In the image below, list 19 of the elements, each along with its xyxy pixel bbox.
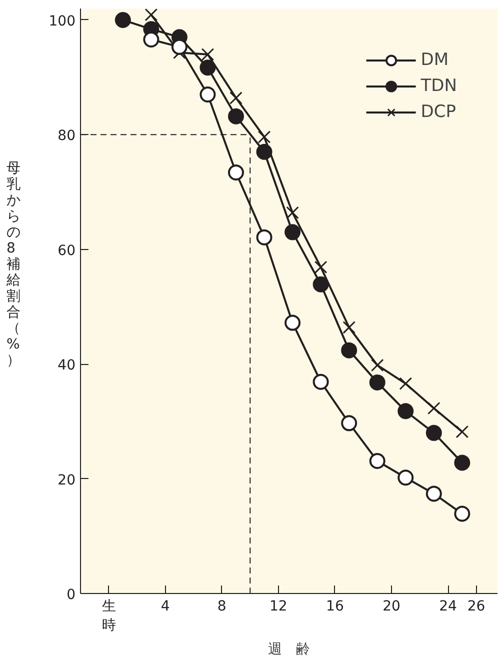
y-tick-label: 20 [58,472,76,488]
x-tick-label: 8 [217,598,226,614]
x-tick-label: 4 [160,598,170,614]
x-tick-label: 生時 [102,598,116,634]
y-tick-label: 60 [58,242,76,259]
x-tick-label: 26 [467,598,486,614]
y-tick-label: 80 [58,128,76,144]
legend-label: DM [420,50,449,70]
y-tick-label: 0 [66,587,76,603]
y-tick-label: 100 [48,13,76,30]
text: 母乳からの8補給割合（%） [6,160,20,369]
x-tick-label: 12 [269,598,288,614]
x-tick-label: 20 [382,598,400,614]
legend-label: TDN [420,76,457,96]
y-tick-label: 40 [58,358,76,374]
legend-label: DCP [420,102,456,122]
x-tick-label: 24 [439,598,458,614]
x-axis-title: 週 齢 [268,642,310,658]
x-tick-label: 16 [326,598,344,614]
